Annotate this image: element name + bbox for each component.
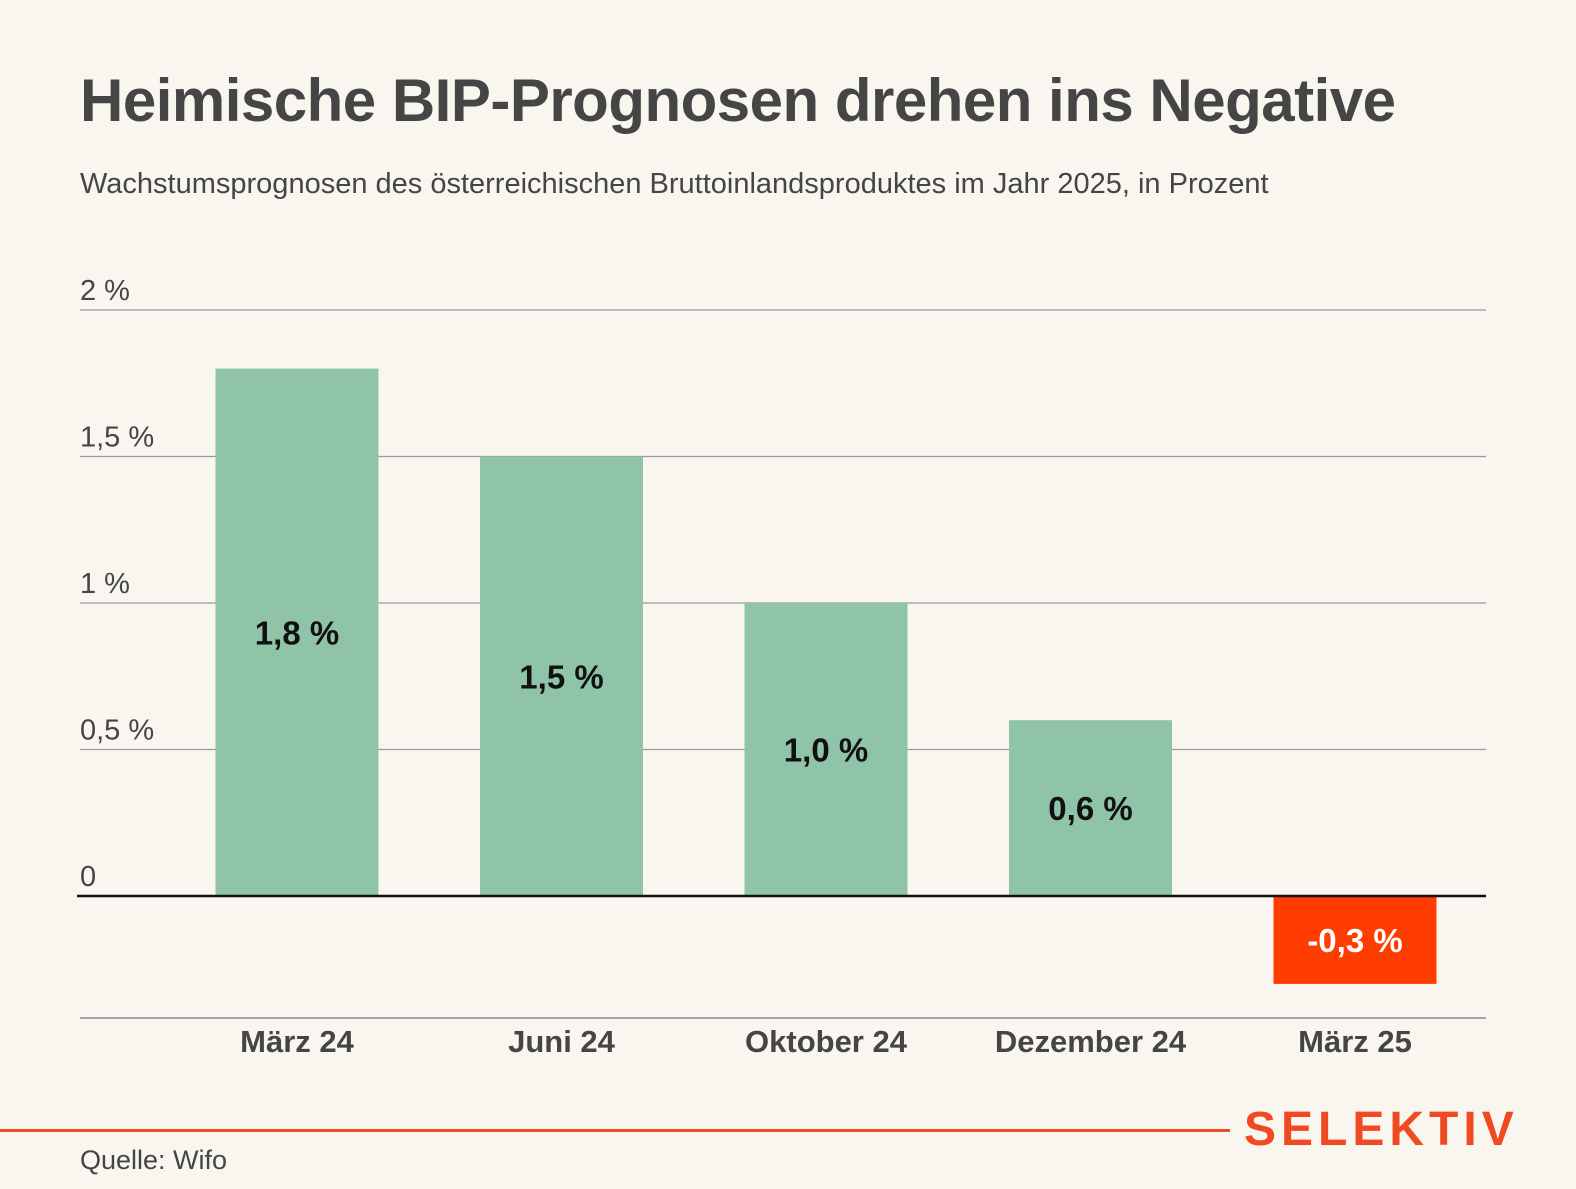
footer-divider: [0, 1129, 1230, 1132]
x-tick-label: März 24: [240, 1024, 354, 1059]
y-tick-label: 2 %: [80, 275, 130, 307]
bar: [215, 368, 379, 897]
x-tick-label: Juni 24: [508, 1024, 616, 1059]
bar: [744, 603, 908, 896]
y-tick-label: 0,5 %: [80, 715, 154, 747]
chart-subtitle: Wachstumsprognosen des österreichischen …: [80, 168, 1269, 200]
x-tick-label: Dezember 24: [995, 1024, 1187, 1059]
x-tick-label: Oktober 24: [745, 1024, 908, 1059]
data-label: 1,8 %: [255, 614, 339, 651]
data-label: 0,6 %: [1048, 790, 1132, 827]
y-tick-label: 1,5 %: [80, 422, 154, 454]
bar: [1009, 720, 1172, 896]
bar: [480, 456, 643, 896]
chart-title: Heimische BIP-Prognosen drehen ins Negat…: [80, 67, 1396, 134]
bar: [1273, 896, 1437, 984]
brand-logo: SELEKTIV: [1244, 1103, 1519, 1156]
data-label: -0,3 %: [1307, 922, 1402, 959]
data-label: 1,5 %: [519, 658, 603, 695]
y-tick-label: 0: [80, 861, 96, 893]
data-label: 1,0 %: [784, 732, 868, 769]
source-note: Quelle: Wifo: [80, 1145, 228, 1175]
bar-chart: 0 0,5 % 1 % 1,5 % 2 % 1,8 % 1,5 % 1,0 % 0,6 % -0,…: [77, 275, 1486, 1059]
x-tick-label: März 25: [1298, 1024, 1412, 1059]
y-tick-label: 1 %: [80, 568, 130, 600]
